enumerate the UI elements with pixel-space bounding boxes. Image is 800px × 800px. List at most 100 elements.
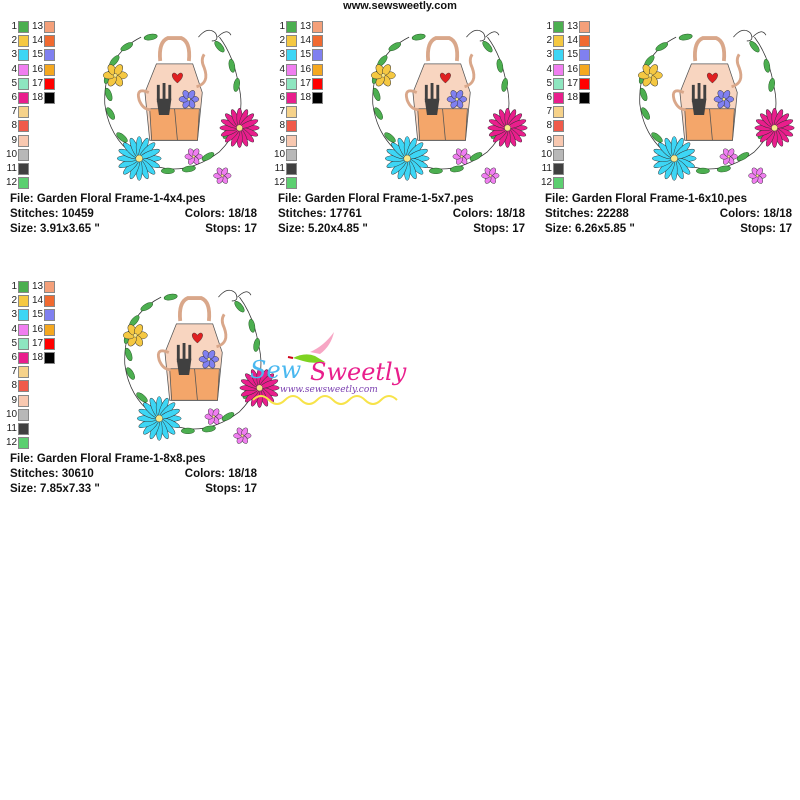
color-swatch: 17: [32, 77, 55, 91]
color-swatch: 11: [6, 422, 29, 436]
swatch-number: 16: [32, 63, 44, 75]
swatch-color-box: [44, 92, 55, 104]
swatch-number: 8: [11, 380, 17, 392]
color-swatch: 7: [6, 105, 29, 119]
color-swatch: 12: [274, 176, 297, 190]
stitch-count: Stitches: 22288: [545, 208, 629, 220]
design-size: Size: 7.85x7.33 ": [10, 483, 100, 495]
swatch-number: 12: [274, 177, 286, 189]
swatch-color-box: [553, 106, 564, 119]
swatch-color-box: [579, 92, 590, 104]
swatch-number: 15: [567, 49, 579, 61]
swatch-number: 1: [279, 21, 285, 32]
stop-count: Stops: 17: [740, 223, 792, 235]
swatch-number: 13: [32, 281, 44, 292]
swatch-number: 8: [11, 120, 17, 132]
leaf: [651, 132, 663, 143]
leaf: [233, 78, 240, 92]
swatch-number: 3: [279, 49, 285, 61]
apron-illustration: [671, 36, 743, 141]
swatch-color-box: [18, 408, 29, 421]
file-name: File: Garden Floral Frame-1-6x10.pes: [545, 193, 747, 205]
swatch-color-box: [18, 77, 29, 90]
purple-flower: [446, 90, 468, 109]
color-swatch: 8: [6, 119, 29, 133]
leaf: [104, 87, 113, 102]
swatch-number: 17: [32, 77, 44, 89]
leaf: [749, 40, 760, 53]
leaf: [228, 58, 236, 73]
color-swatch: 12: [541, 176, 564, 190]
swatch-color-box: [18, 92, 29, 104]
leaf: [496, 58, 504, 73]
garden-fork: [176, 342, 192, 375]
swatch-color-box: [286, 163, 297, 175]
color-swatch: 1: [274, 20, 297, 34]
leaf: [140, 302, 153, 312]
swatch-number: 17: [567, 77, 579, 89]
leaf: [763, 58, 771, 73]
swatch-color-box: [18, 106, 29, 119]
swatch-color-box: [44, 352, 55, 364]
swatch-number: 11: [541, 163, 552, 174]
swatch-color-box: [579, 49, 590, 62]
stitch-count: Stitches: 17761: [278, 208, 362, 220]
yellow-flower: [102, 64, 128, 87]
swatch-number: 11: [6, 163, 17, 174]
color-swatch: 11: [274, 162, 297, 176]
swatch-color-box: [18, 63, 29, 76]
leaf: [501, 78, 508, 92]
apron-illustration: [136, 36, 208, 141]
leaf: [411, 33, 426, 41]
swatch-number: 11: [6, 423, 17, 434]
swatch-color-box: [44, 63, 55, 76]
blue-daisy: [136, 396, 182, 441]
leaf: [106, 107, 115, 120]
swatch-number: 3: [546, 49, 552, 61]
color-swatch: 4: [6, 323, 29, 337]
color-swatch: 2: [541, 34, 564, 48]
color-swatch: 3: [6, 48, 29, 62]
color-swatch: 9: [6, 134, 29, 148]
color-swatch: 1: [6, 20, 29, 34]
leaf: [143, 33, 158, 41]
swatch-number: 2: [279, 35, 285, 47]
swatch-color-box: [18, 134, 29, 147]
swatch-color-box: [579, 77, 590, 90]
color-swatch: 10: [274, 148, 297, 162]
swatch-number: 18: [567, 92, 579, 103]
leaf: [388, 42, 401, 52]
swatch-number: 4: [546, 63, 552, 75]
leaf: [124, 347, 133, 362]
swatch-color-box: [553, 134, 564, 147]
color-swatch: 14: [32, 34, 55, 48]
color-swatch: 3: [274, 48, 297, 62]
swatch-color-box: [44, 309, 55, 322]
leaf: [695, 167, 710, 174]
leaf: [126, 367, 135, 380]
color-swatch: 10: [6, 148, 29, 162]
swatch-color-box: [18, 21, 29, 33]
swatch-color-box: [312, 35, 323, 48]
leaf: [180, 427, 195, 434]
swatch-number: 7: [279, 106, 285, 118]
pink-small-flower: [719, 148, 738, 165]
swatch-number: 17: [32, 337, 44, 349]
color-swatch: 15: [32, 48, 55, 62]
swatch-color-box: [18, 177, 29, 190]
color-swatch: 13: [32, 280, 55, 294]
leaf: [374, 107, 383, 120]
leaf: [253, 338, 260, 352]
design-panel: 1 2 3 4 5 6 7 8 9 10 11 12 13 14 15 16 17 18 File: Garden…: [6, 278, 280, 528]
color-swatch: 16: [300, 63, 323, 77]
swatch-number: 2: [11, 35, 17, 47]
swatch-color-box: [44, 281, 55, 293]
color-swatch: 6: [274, 91, 297, 105]
color-swatch: 17: [32, 337, 55, 351]
design-size: Size: 5.20x4.85 ": [278, 223, 368, 235]
swatch-color-box: [286, 148, 297, 161]
swatch-number: 5: [279, 77, 285, 89]
file-name: File: Garden Floral Frame-1-8x8.pes: [10, 453, 206, 465]
swatch-color-box: [286, 35, 297, 48]
swatch-number: 1: [11, 21, 17, 32]
